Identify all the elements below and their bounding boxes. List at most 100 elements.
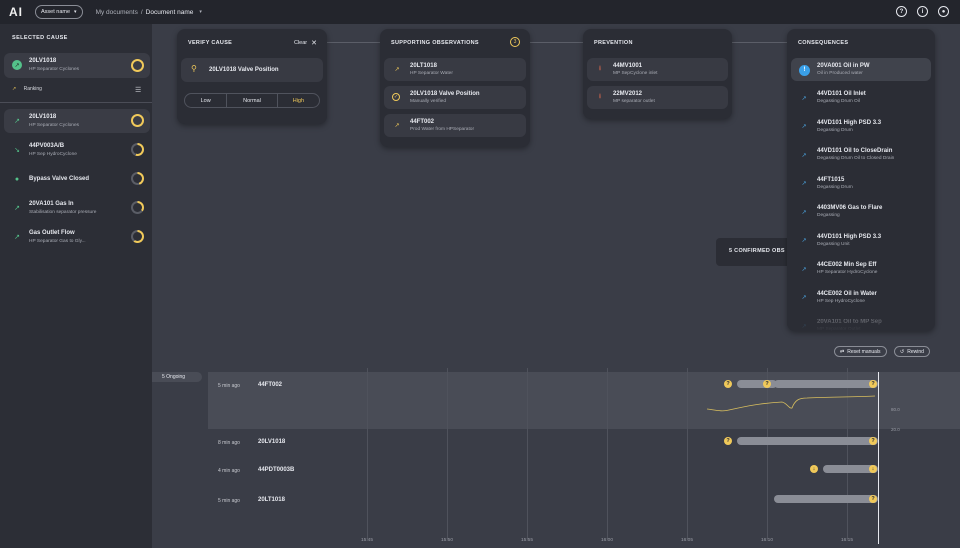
warning-arrow-icon: ⭳ [598,93,602,100]
event-bar[interactable] [737,380,777,388]
event-bar[interactable] [774,380,878,388]
sidebar-cause-desc: Stabilisation separator pressure [29,210,97,215]
timeline-gridline [527,368,528,540]
event-bar[interactable] [823,465,878,473]
consequence-item[interactable]: ↗ 4403MV06 Gas to Flare Degassing [791,201,931,224]
timeline-tick-label: 16:05 [681,538,694,543]
question-icon[interactable]: ? [869,380,877,388]
sidebar-cause-item[interactable]: ↗ Gas Outlet Flow HP Separator Gas to Gly.… [4,225,150,249]
trend-up-icon: ↗ [801,152,807,159]
score-ring [131,230,144,243]
sidebar-cause-item[interactable]: ↗ 20LV1018 HP Separator Cyclones [4,109,150,133]
consequence-item[interactable]: ↗ 44VD101 High PSD 3.3 Degassing Unit [791,229,931,252]
supporting-observations-card: SUPPORTING OBSERVATIONS 3 ↗ 20LT1018 HP Se… [380,29,530,147]
reset-manuals-button[interactable]: ⇄ Reset manuals [834,346,887,357]
verify-item[interactable]: ⚲ 20LV1018 Valve Position [181,58,323,82]
sidebar-cause-item[interactable]: ↘ 44PV003A/B HP Sep HydroCyclone [4,138,150,162]
supporting-item[interactable]: ↗ 20LT1018 HP Separator Water [384,58,526,81]
consequence-item[interactable]: ↗ 44VD101 Oil to CloseDrain Degassing Drum… [791,144,931,167]
ongoing-tab[interactable]: 5 Ongoing [152,372,202,382]
supporting-title: SUPPORTING OBSERVATIONS [391,40,479,46]
asset-selector[interactable]: Asset name ▾ [35,5,83,19]
trend-up-icon: ↗ [801,209,807,216]
supporting-item-name: 44FT002 [410,118,435,125]
selected-cause-name: 20LV1018 [29,58,57,64]
trend-up-icon: ↗ [14,205,20,212]
selected-cause-card[interactable]: ↗ 20LV1018 HP Separator Cyclones [4,53,150,78]
prevention-item[interactable]: ⭳ 22MV2012 MP separator outlet [587,86,728,109]
prevention-card: PREVENTION ⭳ 44MV1001 MP SepCyclone inlet ⭳… [583,29,732,119]
help-icon[interactable]: ? [896,6,907,17]
consequence-item[interactable]: ↗ 44CE002 Min Sep Eff HP Separator HydroCy… [791,258,931,281]
rewind-label: Rewind [907,348,924,355]
question-icon[interactable]: ? [724,380,732,388]
breadcrumb-current[interactable]: Document name [145,8,194,16]
consequences-card: CONSEQUENCES ! 20VA001 Oil in PW Oil in Pr… [787,29,935,331]
timeline-tick-label: 16:00 [601,538,614,543]
supporting-item[interactable]: ✓ 20LV1018 Valve Position Manually verifie… [384,86,526,109]
level-option-low[interactable]: Low [185,94,228,107]
trend-up-icon: ↗ [14,118,20,125]
consequence-item[interactable]: ↗ 44CE002 Oil in Water HP Sep HydroCyclone [791,286,931,309]
verify-cause-title: VERIFY CAUSE [188,40,233,46]
consequence-item-name: 44VD101 Oil Inlet [817,91,866,97]
question-icon[interactable]: ? [763,380,771,388]
question-icon[interactable]: ? [869,437,877,445]
rewind-button[interactable]: ↺ Rewind [894,346,930,357]
supporting-item-name: 20LT1018 [410,62,437,69]
consequence-item[interactable]: ↗ 44VD101 Oil Inlet Degassing Drum Oil [791,87,931,110]
score-ring [131,59,144,72]
sidebar-cause-item[interactable]: ↗ 20VA101 Gas In Stabilisation separator p… [4,196,150,220]
info-icon[interactable]: i [917,6,928,17]
question-icon[interactable]: ? [724,437,732,445]
sidebar-cause-desc: HP Sep HydroCyclone [29,152,77,157]
timeline-row-time: 5 min ago [218,498,240,504]
prevention-item-name: 44MV1001 [613,62,643,69]
timeline-row-tag[interactable]: 20LV1018 [258,439,286,445]
score-ring-inner [133,203,142,212]
consequence-item-desc: Degassing Drum [817,127,853,133]
prevention-title: PREVENTION [594,40,633,46]
event-bar[interactable] [737,437,878,445]
level-option-normal[interactable]: Normal [227,94,278,107]
consequence-item-desc: Oil in Produced water [817,70,863,76]
trend-up-icon: ↗ [801,238,807,244]
top-bar: AI Asset name ▾ My documents / Document … [0,0,960,24]
supporting-item[interactable]: ↗ 44FT002 Prod Water from HPSeparator [384,114,526,137]
list-icon[interactable]: ☰ [135,87,142,94]
timeline-row-tag[interactable]: 20LT1018 [258,497,285,503]
score-ring-inner [133,174,142,183]
chevron-down-icon[interactable]: ▾ [199,9,202,15]
arrow-down-icon[interactable]: ↓ [810,465,818,473]
consequence-item-name: 44VD101 Oil to CloseDrain [817,148,893,154]
consequence-item[interactable]: ! 20VA001 Oil in PW Oil in Produced water [791,58,931,81]
timeline-tick-label: 16:10 [761,538,774,543]
supporting-item-desc: HP Separator Water [410,70,453,76]
clear-button[interactable]: Clear ✕ [294,39,317,47]
timeline-row-tag[interactable]: 44FT002 [258,382,283,388]
timeline-row-tag[interactable]: 44PDT0003B [258,467,295,473]
level-option-label: High [292,97,305,104]
ranking-row[interactable]: ↗ Ranking [12,86,42,92]
trend-up-icon: ↗ [801,95,807,102]
trend-chart [707,395,876,412]
level-option-high[interactable]: High [278,94,319,107]
ref-value-high: 80.0 [891,407,900,412]
arrow-down-icon[interactable]: ↓ [869,465,877,473]
sidebar-cause-name: 20LV1018 [29,114,57,120]
supporting-item-name: 20LV1018 Valve Position [410,90,480,97]
event-bar[interactable] [774,495,878,503]
consequence-item[interactable]: ↗ 44FT1015 Degassing Drum [791,172,931,195]
breadcrumb-root[interactable]: My documents [95,8,138,16]
prevention-item-desc: MP separator outlet [613,98,655,104]
prevention-item[interactable]: ⭳ 44MV1001 MP SepCyclone inlet [587,58,728,81]
consequence-item[interactable]: ↗ 44VD101 High PSD 3.3 Degassing Drum [791,115,931,138]
consequence-item-desc: Degassing Unit [817,241,850,247]
ranking-label: Ranking [23,86,42,92]
user-icon[interactable]: ● [938,6,949,17]
prevention-item-desc: MP SepCyclone inlet [613,70,658,76]
sidebar-cause-item[interactable]: ● Bypass Valve Closed [4,167,150,191]
question-icon[interactable]: ? [869,495,877,503]
score-ring [131,114,144,127]
level-segmented-control: Low Normal High [184,93,320,108]
